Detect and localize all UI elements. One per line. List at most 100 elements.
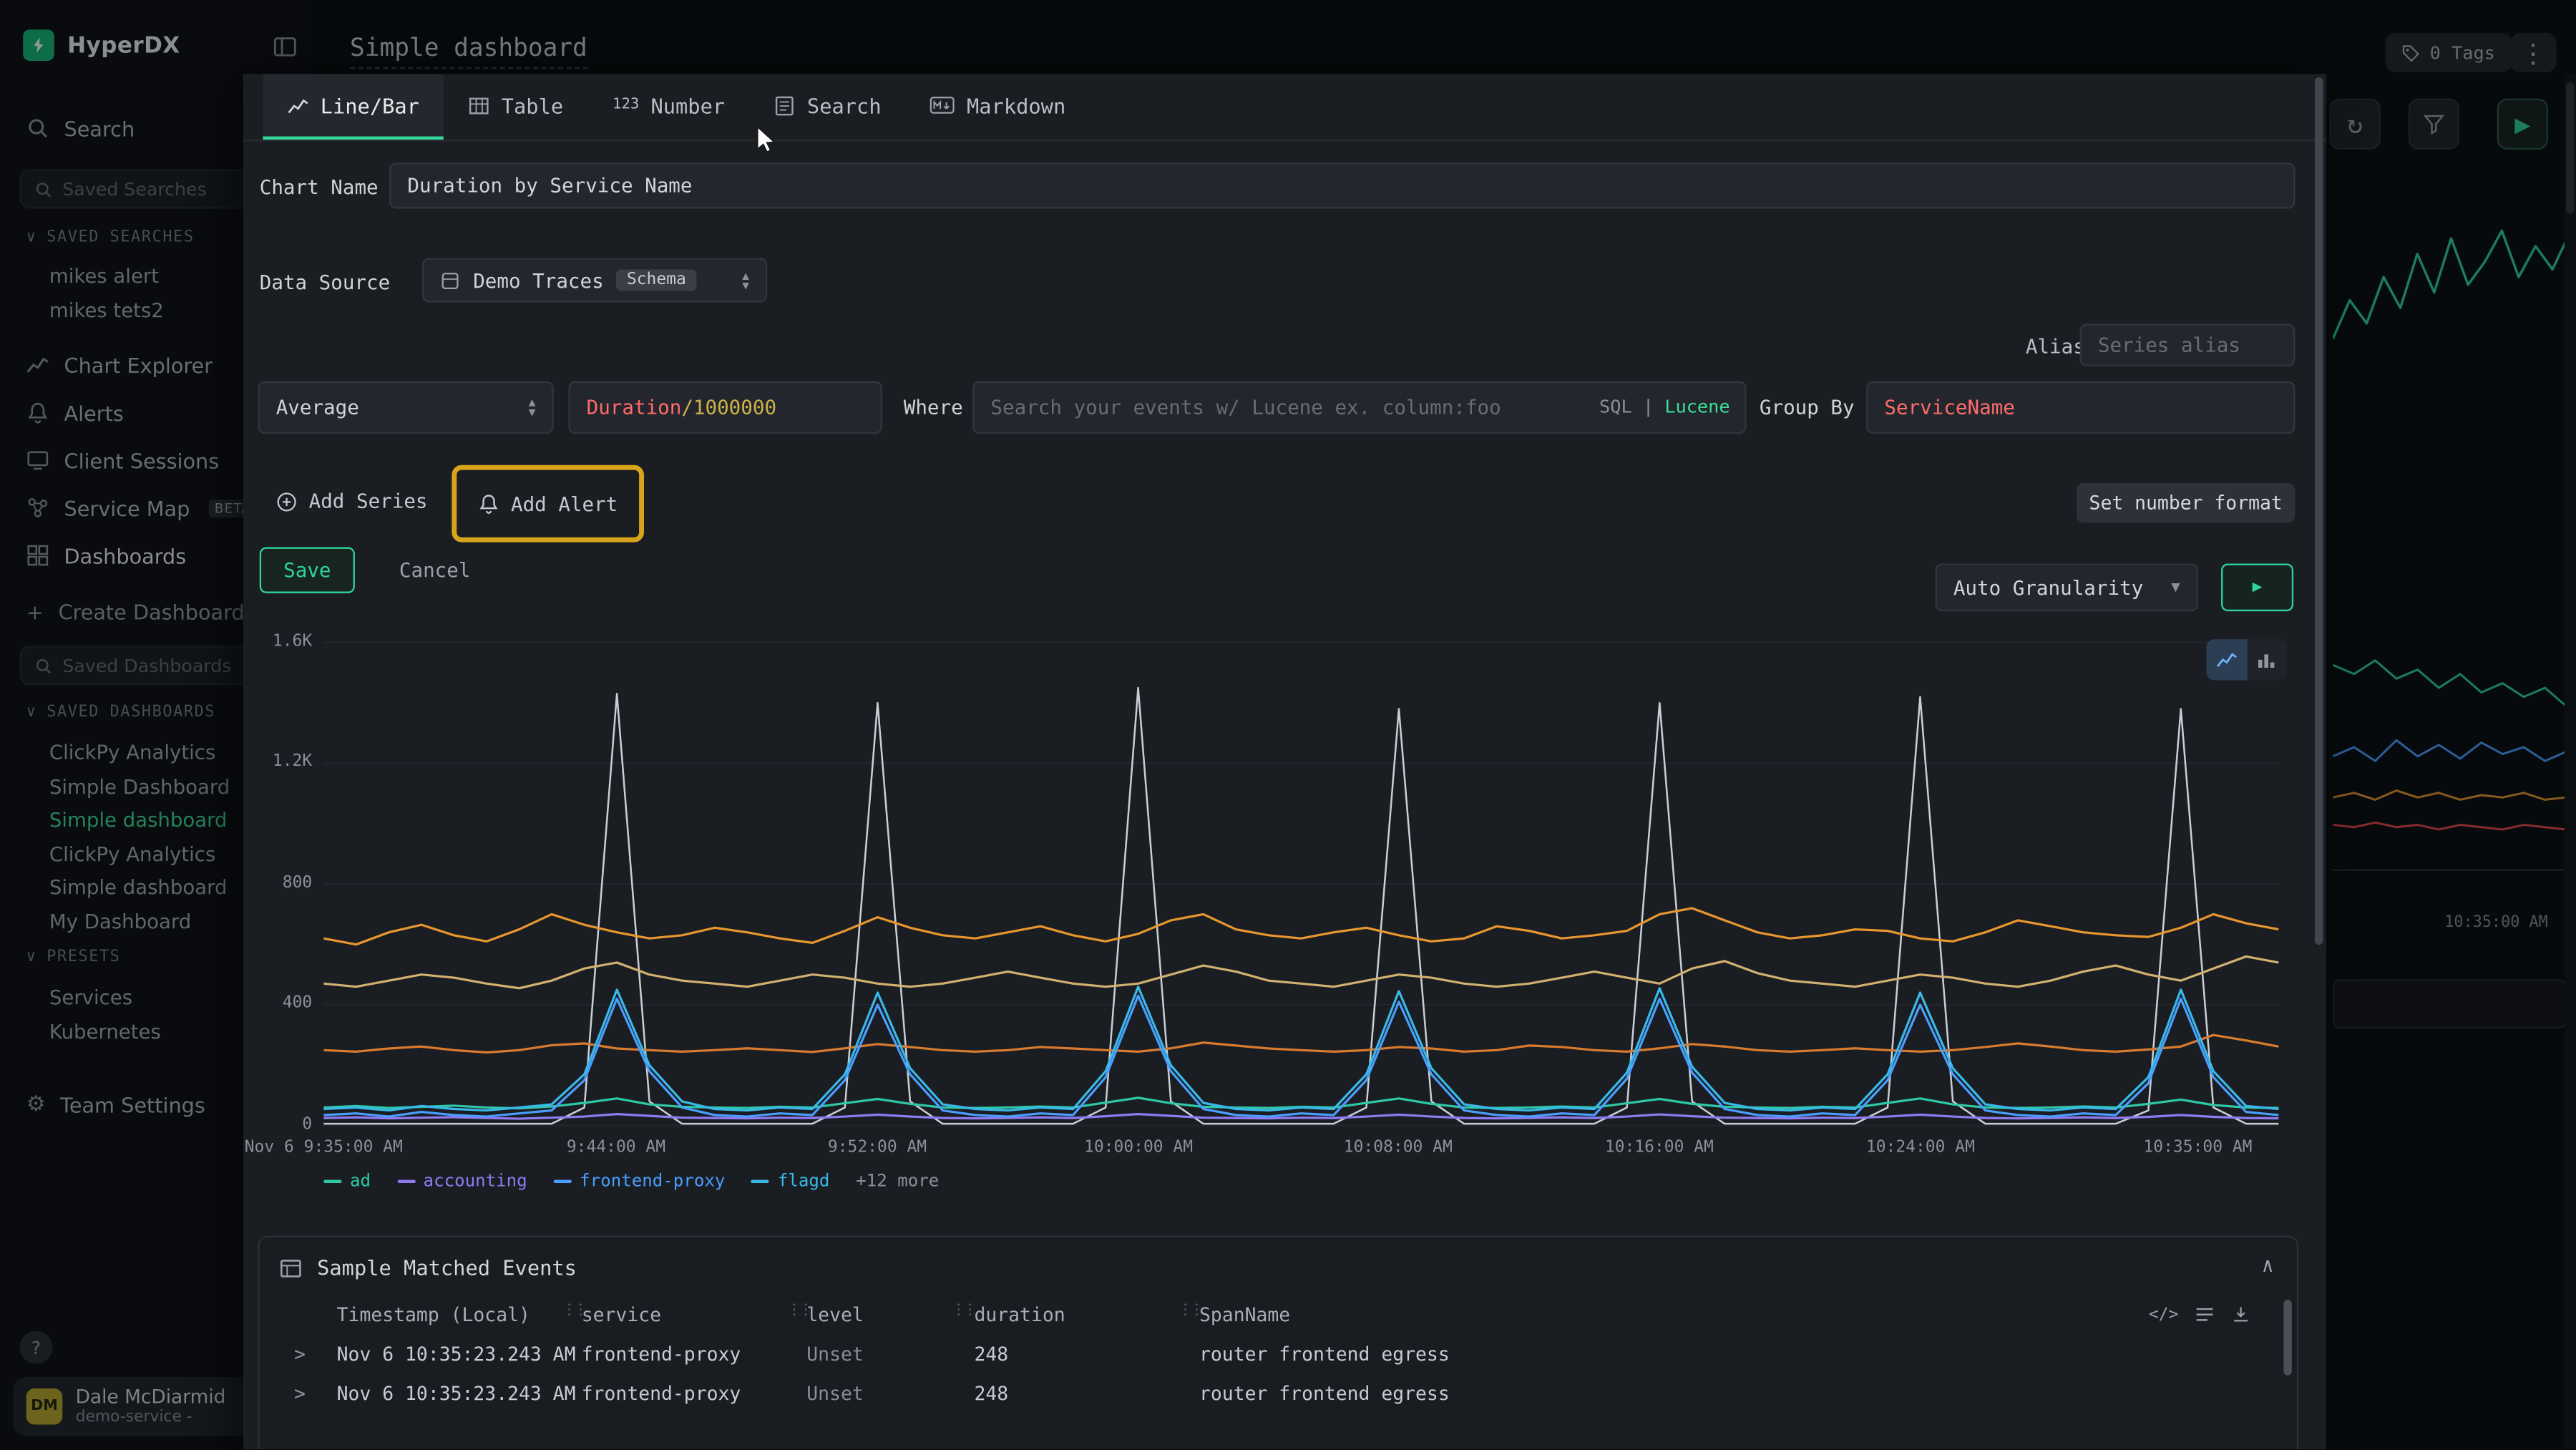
page-scrollbar[interactable] (2564, 74, 2576, 1449)
preset-item[interactable]: Kubernetes (49, 1020, 161, 1043)
data-source-value: Demo Traces (473, 268, 604, 292)
y-tick-label: 0 (302, 1115, 313, 1134)
page-title[interactable]: Simple dashboard (350, 33, 587, 69)
saved-search-item[interactable]: mikes alert (49, 264, 160, 288)
query-language-toggle[interactable]: SQL | Lucene (1599, 396, 1730, 418)
legend-item[interactable]: frontend-proxy (553, 1172, 725, 1192)
tags-button[interactable]: 0 Tags (2385, 32, 2512, 73)
sidebar-item-dashboards[interactable]: Dashboards (0, 535, 312, 575)
tab-search[interactable]: Search (750, 74, 906, 140)
page-menu-button[interactable]: ⋮ (2510, 32, 2557, 73)
chevron-down-icon: ∨ (26, 948, 37, 966)
expand-row-icon[interactable]: > (293, 1381, 306, 1405)
expand-row-icon[interactable]: > (293, 1342, 306, 1366)
modal-scrollbar[interactable] (2313, 77, 2325, 1441)
preset-item[interactable]: Services (49, 986, 133, 1009)
save-button[interactable]: Save (259, 547, 355, 593)
group-by-input[interactable]: ServiceName (1866, 381, 2296, 434)
code-icon[interactable]: </> (2148, 1305, 2179, 1324)
chart-type-toggle[interactable] (2206, 639, 2287, 681)
saved-dashboards-search[interactable] (19, 646, 283, 686)
run-chart-button[interactable]: ▶ (2221, 563, 2294, 612)
saved-searches-search[interactable] (19, 169, 283, 209)
column-grip-icon[interactable]: ⋮⋮ (562, 1303, 588, 1320)
column-header-service[interactable]: service (581, 1303, 662, 1326)
add-series-button[interactable]: Add Series (276, 490, 428, 512)
download-icon[interactable] (2231, 1305, 2251, 1325)
help-button[interactable]: ? (19, 1330, 53, 1364)
refresh-button[interactable]: ↻ (2329, 98, 2381, 150)
column-grip-icon[interactable]: ⋮⋮ (1178, 1303, 1204, 1320)
chart-name-label: Chart Name (259, 175, 379, 199)
collapse-events-icon[interactable]: ∧ (2261, 1253, 2274, 1277)
column-header-level[interactable]: level (806, 1303, 864, 1326)
dashboard-item[interactable]: ClickPy Analytics (49, 842, 216, 866)
modal-scrollbar-thumb[interactable] (2314, 77, 2323, 945)
column-grip-icon[interactable]: ⋮⋮ (786, 1303, 814, 1320)
hyperdx-logo-icon (23, 29, 54, 61)
legend-item[interactable]: ad (323, 1172, 371, 1192)
granularity-select[interactable]: Auto Granularity ▼ (1935, 563, 2198, 612)
data-source-select[interactable]: Demo Traces Schema ▲ ▼ (422, 258, 768, 303)
create-dashboard-button[interactable]: + Create Dashboard (26, 598, 245, 624)
line-chart-toggle-icon[interactable] (2206, 639, 2247, 681)
events-title: Sample Matched Events (317, 1255, 577, 1280)
column-header-duration[interactable]: duration (974, 1303, 1065, 1326)
events-scrollbar-thumb[interactable] (2283, 1300, 2292, 1376)
cancel-button[interactable]: Cancel (399, 558, 471, 582)
tab-markdown[interactable]: Markdown (906, 74, 1091, 140)
legend-more[interactable]: +12 more (856, 1171, 940, 1192)
search-icon (34, 656, 52, 674)
alias-input[interactable] (2079, 323, 2296, 366)
column-header-spanname[interactable]: SpanName (1199, 1303, 1291, 1326)
saved-searches-header[interactable]: ∨ SAVED SEARCHES (26, 228, 195, 247)
add-alert-highlight-frame: Add Alert (452, 464, 644, 542)
dashboard-item[interactable]: ClickPy Analytics (49, 741, 216, 764)
dashboard-item[interactable]: Simple dashboard (49, 875, 228, 899)
saved-searches-input[interactable] (62, 178, 243, 200)
legend-item[interactable]: flagd (751, 1172, 829, 1192)
event-row[interactable]: > Nov 6 10:35:23.243 AM frontend-proxy U… (293, 1381, 1450, 1405)
sidebar-item-search[interactable]: Search (0, 109, 312, 148)
main-chart-svg[interactable] (323, 638, 2279, 1131)
field-secondary: /1000000 (681, 396, 777, 419)
tab-line-bar[interactable]: Line/Bar (263, 74, 444, 140)
saved-search-item[interactable]: mikes tets2 (49, 298, 164, 322)
saved-dashboards-header[interactable]: ∨ SAVED DASHBOARDS (26, 703, 216, 721)
saved-dashboards-input[interactable] (62, 654, 243, 676)
sidebar-item-team-settings[interactable]: ⚙ Team Settings (26, 1091, 205, 1117)
where-input[interactable] (972, 381, 1747, 434)
sidebar-item-chart-explorer[interactable]: Chart Explorer (0, 345, 312, 384)
add-alert-button[interactable]: Add Alert (478, 492, 618, 515)
set-number-format-button[interactable]: Set number format (2077, 482, 2296, 523)
tab-number[interactable]: 123 Number (613, 92, 726, 118)
page-scrollbar-thumb[interactable] (2566, 82, 2575, 214)
presets-header[interactable]: ∨ PRESETS (26, 948, 121, 966)
filter-button[interactable] (2408, 98, 2459, 150)
brand[interactable]: HyperDX (23, 29, 180, 61)
field-input[interactable]: Duration/1000000 (568, 381, 882, 434)
tab-table[interactable]: Table (444, 74, 587, 140)
where-label: Where (903, 396, 963, 419)
lines-icon[interactable] (2195, 1306, 2215, 1323)
aggregation-value: Average (275, 396, 359, 419)
dashboard-item-active[interactable]: Simple dashboard (49, 808, 228, 832)
markdown-icon (930, 95, 955, 115)
legend-item[interactable]: accounting (396, 1172, 527, 1192)
chart-name-input[interactable] (389, 162, 2296, 209)
sidebar-item-service-map[interactable]: Service Map BETA (0, 488, 312, 527)
sidebar-item-alerts[interactable]: Alerts (0, 393, 312, 432)
event-row[interactable]: > Nov 6 10:35:23.243 AM frontend-proxy U… (293, 1342, 1450, 1366)
sidebar-collapse-button[interactable] (273, 34, 297, 59)
sql-toggle[interactable]: SQL (1599, 396, 1632, 418)
column-header-timestamp[interactable]: Timestamp (Local) (336, 1303, 530, 1326)
dashboard-item[interactable]: Simple Dashboard (49, 775, 230, 799)
bar-chart-toggle-icon[interactable] (2247, 639, 2287, 680)
lucene-toggle[interactable]: Lucene (1664, 396, 1730, 418)
run-query-background-button[interactable]: ▶ (2497, 98, 2548, 150)
dashboard-item[interactable]: My Dashboard (49, 910, 192, 934)
aggregation-select[interactable]: Average ▲ ▼ (258, 381, 554, 434)
column-grip-icon[interactable]: ⋮⋮ (951, 1303, 977, 1320)
sidebar-item-client-sessions[interactable]: Client Sessions (0, 440, 312, 480)
